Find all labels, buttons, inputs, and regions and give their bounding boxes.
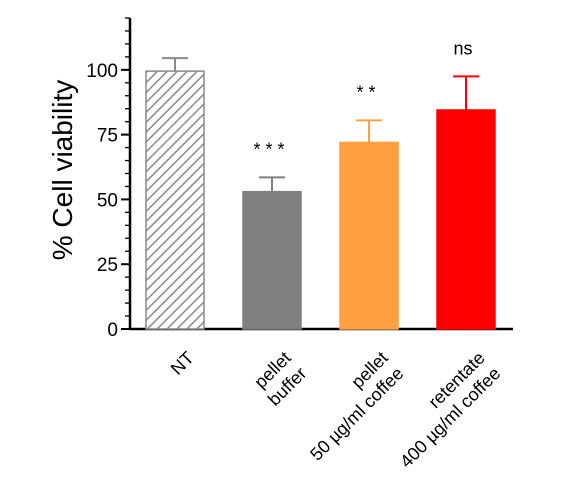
significance-label-pellet-coffee: * * — [356, 82, 375, 102]
y-tick-label: 50 — [97, 190, 118, 211]
y-tick-label: 25 — [97, 255, 118, 276]
bar-pellet-buffer — [242, 190, 302, 330]
y-tick-label: 100 — [86, 61, 118, 82]
bar-retentate-coffee — [436, 109, 496, 330]
bars-group: * * * * * ns — [145, 38, 496, 330]
bar-nt — [145, 70, 205, 330]
significance-label-pellet-buffer: * * * — [253, 139, 284, 159]
bar-pellet-coffee — [339, 141, 399, 330]
y-tick-label: 75 — [97, 126, 118, 147]
x-tick-label-line: NT — [167, 348, 198, 379]
y-tick-label: 0 — [107, 320, 118, 341]
significance-label-retentate-coffee: ns — [453, 38, 472, 58]
x-tick-label-nt: NT — [167, 348, 198, 379]
y-axis-title: % Cell viability — [47, 80, 78, 261]
